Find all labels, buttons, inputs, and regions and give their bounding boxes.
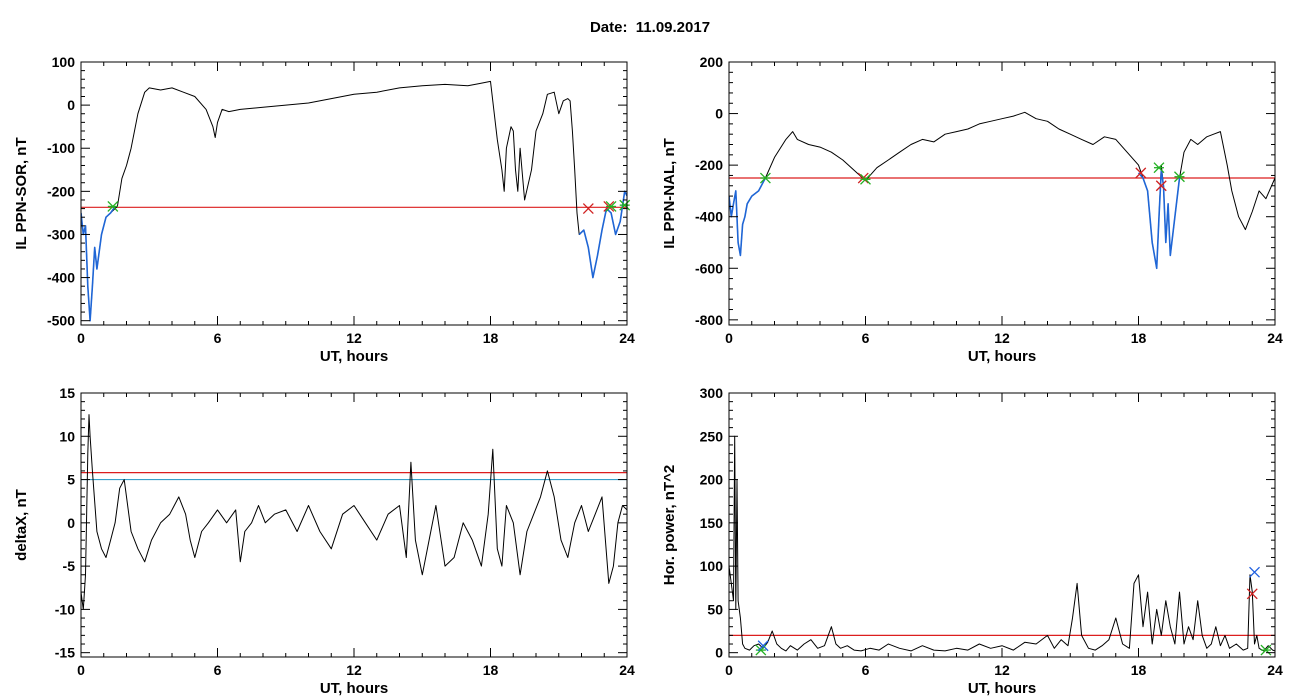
y-tick-label: 10 — [59, 428, 75, 444]
data-series — [81, 80, 627, 322]
x-tick-label: 0 — [725, 662, 733, 678]
event-marker — [860, 173, 871, 185]
event-marker — [107, 200, 119, 212]
event-marker — [1155, 180, 1167, 192]
x-tick-label: 12 — [994, 662, 1010, 678]
y-tick-label: 200 — [700, 472, 724, 488]
y-tick-label: -600 — [695, 260, 723, 276]
y-tick-label: 50 — [707, 601, 723, 617]
y-axis-label: deltaX, nT — [13, 489, 30, 561]
data-series — [729, 435, 1275, 652]
y-tick-label: 0 — [715, 645, 723, 661]
chart-panel-2: 0 6 12 18 24 -800 -600 -400 -200 0 200 UT, hours IL … — [661, 54, 1283, 365]
y-tick-label: 5 — [67, 472, 75, 488]
y-tick-label: 0 — [67, 515, 75, 531]
event-marker — [1249, 566, 1260, 578]
x-tick-label: 24 — [1267, 662, 1283, 678]
x-tick-label: 6 — [862, 662, 870, 678]
x-tick-label: 24 — [619, 662, 635, 678]
y-axis-label: Hor. power, nT^2 — [661, 465, 678, 585]
event-marker — [619, 199, 631, 211]
y-tick-label: 100 — [52, 54, 76, 70]
x-tick-label: 0 — [77, 662, 85, 678]
event-marker — [582, 203, 594, 215]
highlight-series — [578, 190, 627, 279]
x-tick-label: 6 — [862, 330, 870, 346]
x-tick-label: 0 — [77, 330, 85, 346]
highlight-series — [729, 177, 767, 257]
chart-panel-1: 0 6 12 18 24 -500 -400 -300 -200 -100 0 100 UT, hour… — [13, 54, 635, 365]
x-tick-label: 6 — [214, 330, 222, 346]
plot-frame — [80, 392, 628, 658]
chart-panel-4: 0 6 12 18 24 0 50 100 150 200 250 300 UT, hours Hor. … — [661, 385, 1283, 697]
y-axis-label: IL PPN-SOR, nT — [13, 137, 30, 249]
x-tick-label: 12 — [346, 662, 362, 678]
event-marker — [605, 200, 617, 212]
x-tick-label: 24 — [619, 330, 635, 346]
x-axis-label: UT, hours — [320, 680, 388, 697]
x-tick-label: 0 — [725, 330, 733, 346]
plot-frame — [80, 61, 628, 326]
x-tick-label: 18 — [483, 330, 499, 346]
y-tick-label: -400 — [47, 270, 75, 286]
y-tick-label: 15 — [59, 385, 75, 401]
y-tick-label: 200 — [700, 54, 724, 70]
y-tick-label: -200 — [695, 157, 723, 173]
event-marker — [857, 172, 869, 184]
x-tick-label: 18 — [1131, 330, 1147, 346]
y-tick-label: 300 — [700, 385, 724, 401]
y-tick-label: -5 — [63, 558, 76, 574]
event-marker — [1135, 167, 1147, 179]
y-tick-label: -300 — [47, 226, 75, 242]
event-marker — [1260, 644, 1272, 656]
highlight-series — [81, 205, 116, 322]
x-tick-label: 18 — [1131, 662, 1147, 678]
event-marker — [1153, 162, 1165, 174]
y-tick-label: -15 — [55, 645, 75, 661]
y-axis-label: IL PPN-NAL, nT — [661, 138, 678, 249]
data-series — [729, 111, 1275, 269]
data-series — [81, 414, 627, 610]
highlight-series — [1137, 169, 1181, 270]
x-axis-label: UT, hours — [968, 680, 1036, 697]
event-marker — [759, 172, 771, 184]
y-tick-label: -800 — [695, 312, 723, 328]
y-tick-label: 250 — [700, 428, 724, 444]
x-tick-label: 12 — [346, 330, 362, 346]
y-tick-label: -500 — [47, 313, 75, 329]
plot-frame — [728, 392, 1276, 658]
y-tick-label: -10 — [55, 601, 75, 617]
event-marker — [1173, 171, 1185, 183]
y-tick-label: -400 — [695, 209, 723, 225]
y-tick-label: -100 — [47, 140, 75, 156]
event-marker — [1246, 588, 1258, 600]
x-tick-label: 24 — [1267, 330, 1283, 346]
y-tick-label: -200 — [47, 183, 75, 199]
y-tick-label: 100 — [700, 558, 724, 574]
x-axis-label: UT, hours — [968, 348, 1036, 365]
x-tick-label: 18 — [483, 662, 499, 678]
y-tick-label: 150 — [700, 515, 724, 531]
page-title: Date: 11.09.2017 — [589, 19, 711, 36]
x-tick-label: 12 — [994, 330, 1010, 346]
y-tick-label: 0 — [715, 106, 723, 122]
x-axis-label: UT, hours — [320, 348, 388, 365]
event-marker — [757, 640, 769, 652]
plot-frame — [728, 61, 1276, 326]
x-tick-label: 6 — [214, 662, 222, 678]
y-tick-label: 0 — [67, 97, 75, 113]
chart-panel-3: 0 6 12 18 24 -15 -10 -5 0 5 10 15 UT, hours deltaX, n… — [13, 385, 635, 697]
